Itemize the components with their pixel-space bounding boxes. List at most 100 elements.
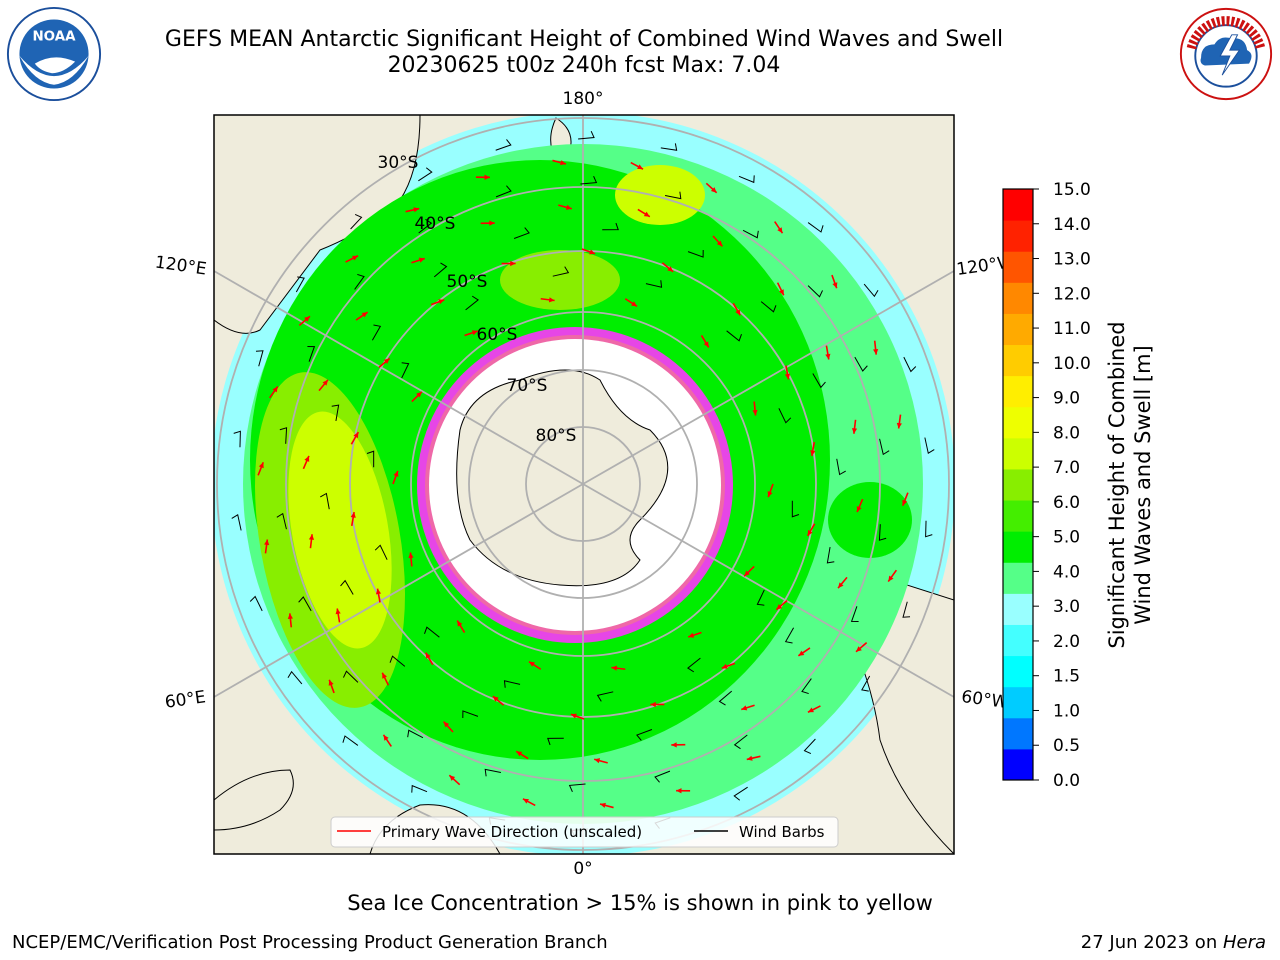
wind-barb: [850, 606, 859, 622]
land-madagascar: [214, 769, 294, 831]
wave-arrow-head: [851, 428, 858, 434]
wave-arrow-head: [287, 613, 293, 620]
wave-arrow-head: [667, 266, 674, 272]
chart-subtitle: 20230625 t00z 240h fcst Max: 7.04: [387, 53, 781, 78]
wind-barb: [371, 324, 382, 341]
wind-barb: [903, 356, 917, 373]
colorbar-cells: [1003, 189, 1033, 781]
wind-barbs: [231, 130, 935, 838]
wave-arrow-head: [735, 309, 741, 316]
colorbar-tick-label: 13.0: [1053, 250, 1091, 270]
wind-barb: [578, 130, 595, 140]
colorbar-tick-label: 9.0: [1053, 389, 1080, 409]
wind-barb: [861, 675, 871, 692]
colorbar: 0.0 0.5 1.0 1.5 2.0 3.0 4.0 5.0 6.0 7.0 8.0 9.0 10.0…: [1002, 180, 1155, 791]
wave-arrow-head: [896, 422, 902, 429]
wind-barb: [756, 589, 765, 606]
wind-barb: [760, 301, 777, 313]
lon-label-120e: 120°E: [154, 253, 208, 280]
wind-barb: [484, 768, 501, 777]
wave-arrow-head: [350, 512, 356, 518]
wind-barb: [863, 283, 879, 298]
colorbar-tick-label: 0.5: [1053, 736, 1080, 756]
wave-arrow-head: [703, 341, 709, 348]
wind-barb: [462, 710, 479, 718]
wind-barb: [547, 737, 564, 746]
wave-arrow-head: [784, 373, 791, 380]
colorbar-tick-label: 10.0: [1053, 354, 1091, 374]
wind-barb: [342, 735, 359, 746]
wind-barb: [807, 285, 824, 298]
wave-arrow-head: [807, 707, 814, 713]
wind-barb: [803, 738, 816, 754]
wave-arrow-head: [744, 570, 750, 577]
wave-arrow-head: [600, 802, 606, 808]
wind-barb: [552, 266, 570, 277]
lon-label-0: 0°: [573, 859, 592, 879]
wave-arrow-head: [272, 386, 278, 393]
wave-arrow-head: [413, 207, 420, 213]
colorbar-cell: [1003, 531, 1033, 563]
legend-barb-label: Wind Barbs: [739, 823, 825, 841]
wind-barb: [801, 678, 812, 695]
wave-arrow-head: [335, 608, 341, 615]
colorbar-cell: [1003, 344, 1033, 377]
lat-label-80s: 80°S: [536, 426, 577, 446]
map-legend: Primary Wave Direction (unscaled) Wind B…: [330, 816, 839, 848]
wave-arrow-head: [721, 663, 728, 669]
wave-arrow-head: [589, 249, 596, 255]
wave-arrow-head: [688, 632, 695, 638]
colorbar-tick-label: 1.5: [1053, 667, 1080, 687]
wind-barb: [401, 362, 410, 379]
footer-branch: NCEP/EMC/Verification Post Processing Pr…: [12, 932, 608, 953]
wind-barb: [924, 437, 935, 454]
lon-label-60w: 60°W: [960, 687, 1009, 713]
wave-arrow-head: [510, 260, 516, 267]
wind-barb: [407, 729, 424, 739]
wind-barb: [249, 595, 263, 612]
wind-barb: [645, 280, 663, 288]
colorbar-cell: [1003, 313, 1033, 346]
wind-barb: [307, 346, 316, 362]
wind-barb: [350, 214, 363, 230]
lat-label-70s: 70°S: [507, 376, 548, 396]
wind-barb: [366, 450, 375, 468]
lon-label-60e: 60°E: [164, 687, 207, 712]
wave-arrow-head: [643, 211, 650, 217]
colorbar-cell: [1003, 251, 1033, 283]
wave-arrow-head: [304, 316, 310, 322]
wave-arrow-head: [382, 672, 387, 679]
wind-barb: [726, 330, 742, 342]
wave-arrow-head: [810, 450, 816, 456]
wave-arrow-head: [807, 529, 813, 536]
footer-date: 27 Jun 2023 on Hera: [1081, 932, 1266, 953]
wind-barb: [279, 427, 288, 444]
wind-barb: [738, 175, 755, 184]
wave-arrow-head: [416, 391, 422, 398]
band-7-8m-indian-ocean: [288, 411, 392, 649]
wind-barb: [433, 262, 448, 278]
wind-barb: [503, 680, 521, 688]
noaa-logo: NOAA: [6, 6, 102, 102]
wind-barb: [411, 784, 428, 793]
colorbar-tick-label: 11.0: [1053, 319, 1091, 339]
wave-arrow-head: [570, 713, 577, 719]
wave-arrow-head: [631, 301, 638, 307]
wind-barb: [925, 520, 933, 538]
wave-arrow-head: [777, 227, 783, 234]
wind-barb: [295, 276, 305, 293]
wave-arrow-head: [304, 455, 310, 462]
wind-barb: [418, 167, 433, 182]
wave-arrow-head: [856, 646, 862, 652]
wind-barb: [287, 670, 303, 685]
wind-barb: [331, 404, 340, 421]
wind-barb: [636, 729, 653, 741]
wave-arrow-head: [838, 582, 844, 589]
wind-barb: [791, 500, 800, 518]
nws-logo: [1179, 7, 1273, 101]
colorbar-cell: [1003, 717, 1033, 750]
colorbar-cell: [1003, 406, 1033, 439]
colorbar-tick-label: 5.0: [1053, 528, 1080, 548]
wave-arrow-head: [676, 788, 682, 794]
sea-ice-note: Sea Ice Concentration > 15% is shown in …: [347, 891, 933, 915]
